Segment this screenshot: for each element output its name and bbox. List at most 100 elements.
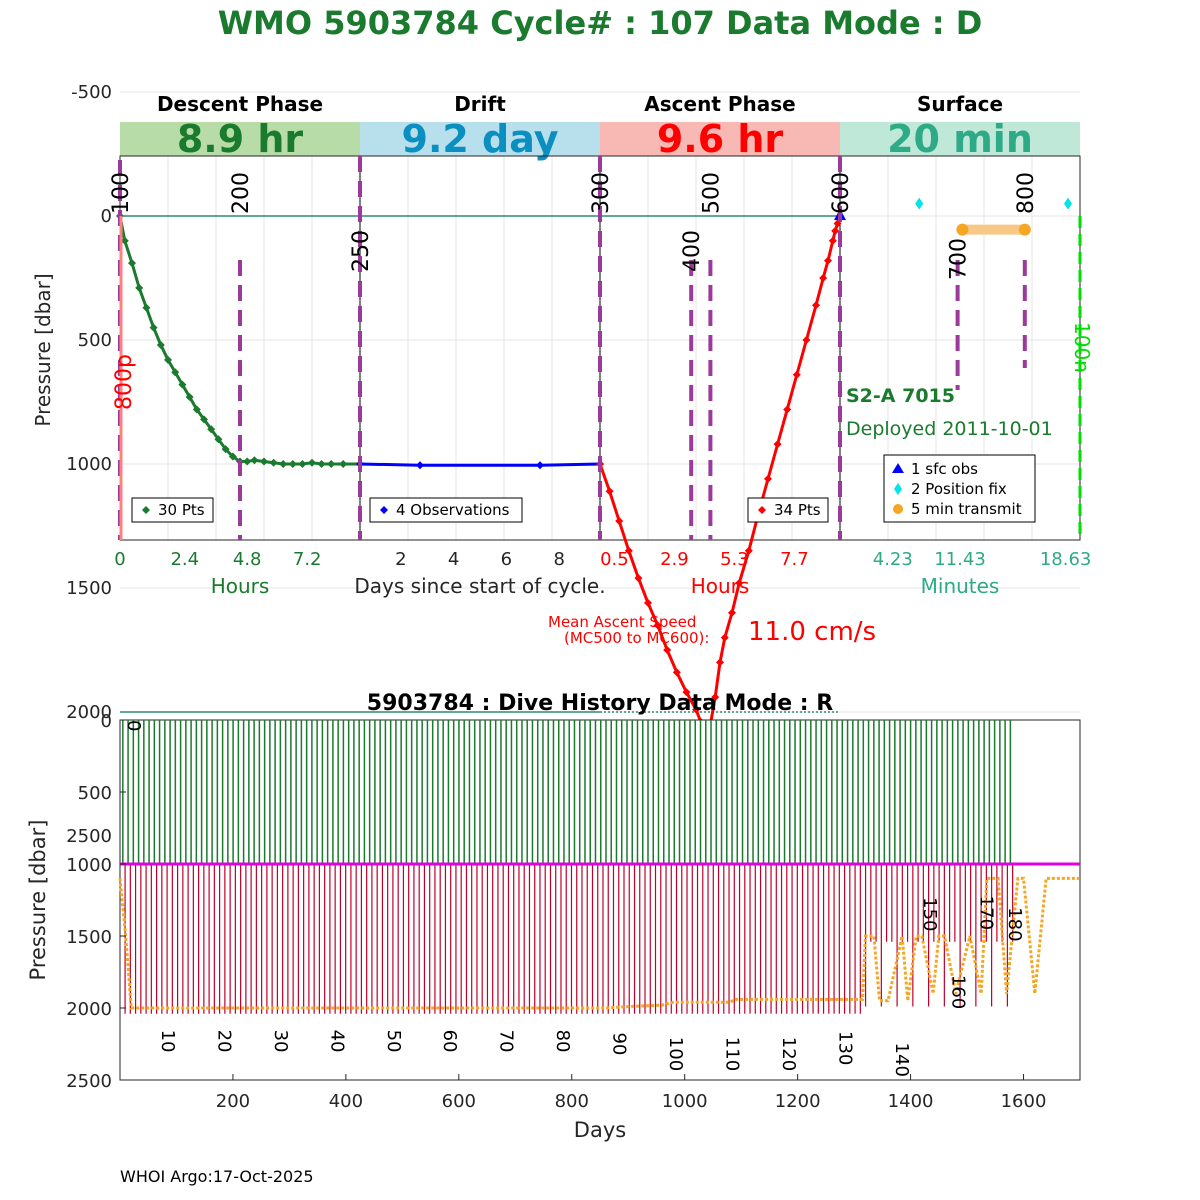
bottom-x-tick: 1600	[1001, 1091, 1047, 1112]
mission-code-label-700: 700	[947, 238, 972, 280]
cycle-label-60: 60	[439, 1030, 460, 1053]
phase-duration-2: 9.6 hr	[657, 117, 784, 161]
data-point-descent	[308, 458, 316, 467]
data-point-ascent	[605, 487, 614, 496]
data-point-descent	[185, 393, 194, 402]
data-point-ascent	[783, 405, 792, 414]
cycle-label-10: 10	[157, 1030, 178, 1053]
x-tick-label-panel1: 2	[395, 549, 406, 570]
cycle-label-110: 110	[722, 1037, 743, 1071]
data-point-descent	[178, 380, 187, 389]
phase-banner-3	[840, 122, 1080, 156]
phase-banner-1	[360, 122, 600, 156]
bottom-y-tick: 2500	[66, 1071, 112, 1092]
dive-history-chart: 5903784 : Dive History Data Mode : R 0 10 2…	[26, 691, 1081, 1142]
data-point-ascent	[653, 621, 662, 630]
mission-code-label-500: 500	[699, 172, 724, 214]
mean-ascent-label-1: Mean Ascent Speed	[548, 613, 696, 631]
data-point-ascent	[735, 579, 744, 588]
data-point-ascent	[682, 688, 691, 697]
y-axis-label: Pressure [dbar]	[31, 273, 55, 426]
data-point-descent	[243, 457, 252, 466]
cycle-label-100: 100	[665, 1037, 686, 1071]
data-point-ascent	[812, 301, 820, 310]
data-point-descent	[260, 457, 268, 466]
mean-ascent-label-2: (MC500 to MC600):	[564, 629, 709, 647]
transmit-marker	[956, 223, 969, 236]
x-axis-label-panel3: Minutes	[921, 574, 1000, 598]
data-point-descent	[120, 236, 129, 245]
phase-title-2: Ascent Phase	[644, 92, 795, 116]
mean-ascent-value: 11.0 cm/s	[748, 617, 876, 647]
surface-legend-label: 2 Position fix	[911, 480, 1007, 498]
phase-duration-3: 20 min	[887, 117, 1033, 161]
x-axis-label-panel1: Days since start of cycle.	[354, 574, 605, 598]
x-tick-label-panel2: 2.9	[660, 549, 689, 570]
data-point-ascent	[634, 574, 643, 583]
x-tick-label-panel1: 4	[448, 549, 459, 570]
data-point-ascent	[624, 546, 633, 555]
y-tick-label: 500	[78, 330, 112, 351]
bottom-x-tick: 1400	[888, 1091, 934, 1112]
cycle-label-170: 170	[976, 896, 997, 930]
x-tick-label-panel2: 0.5	[600, 549, 629, 570]
data-point-descent	[339, 460, 348, 468]
x-tick-label-panel1: 8	[553, 549, 564, 570]
cycle-label-90: 90	[609, 1032, 630, 1055]
cycle-label-140: 140	[891, 1043, 912, 1077]
cycle-label-70: 70	[496, 1030, 517, 1053]
data-point-ascent	[663, 646, 672, 654]
data-point-descent	[171, 368, 180, 377]
data-point-ascent	[773, 440, 782, 449]
data-point-descent	[142, 303, 151, 312]
data-point-ascent	[692, 705, 700, 714]
phase-duration-1: 9.2 day	[402, 117, 559, 161]
figure-title: WMO 5903784 Cycle# : 107 Data Mode : D	[218, 4, 983, 42]
dive-history-title: 5903784 : Dive History Data Mode : R	[367, 691, 833, 716]
data-point-ascent	[672, 668, 681, 677]
data-point-descent	[298, 460, 307, 468]
data-point-ascent	[744, 546, 753, 555]
data-point-drift	[536, 461, 544, 470]
phase-title-3: Surface	[917, 92, 1003, 116]
data-point-drift	[416, 461, 424, 470]
bottom-x-tick: 400	[329, 1091, 363, 1112]
bottom-x-tick: 1000	[662, 1091, 708, 1112]
x-tick-label-panel0: 0	[114, 549, 125, 570]
x-tick-label-panel0: 2.4	[170, 549, 199, 570]
series-line-drift	[359, 462, 601, 467]
data-point-ascent	[644, 598, 652, 607]
phase-duration-0: 8.9 hr	[177, 117, 304, 161]
data-point-descent	[279, 460, 288, 468]
cycle-label-150: 150	[919, 897, 940, 931]
cycle-label-120: 120	[778, 1037, 799, 1071]
data-point-ascent	[720, 633, 729, 642]
data-point-ascent	[716, 658, 724, 667]
legend-descent-text: 30 Pts	[158, 501, 205, 519]
mission-code-label-250: 250	[349, 230, 374, 272]
transmit-marker	[1018, 223, 1031, 236]
data-point-descent	[317, 460, 326, 468]
surface-legend-label: 5 min transmit	[911, 500, 1022, 518]
bottom-x-tick: 600	[442, 1091, 476, 1112]
data-point-descent	[200, 415, 208, 424]
data-point-ascent	[728, 608, 736, 617]
data-point-descent	[288, 460, 297, 468]
legend-descent-marker	[142, 506, 150, 514]
footer-credit: WHOI Argo:17-Oct-2025	[120, 1167, 314, 1186]
legend-drift-marker	[380, 506, 388, 514]
data-point-ascent	[824, 256, 832, 265]
mission-code-label-100: 100	[109, 172, 134, 214]
mission-code-label-400: 400	[680, 230, 705, 272]
surface-legend-marker-triangle	[892, 463, 904, 473]
x-tick-label-panel3: 4.23	[873, 549, 913, 570]
data-point-descent	[228, 452, 237, 461]
data-point-descent	[221, 445, 230, 454]
legend-drift-box	[369, 497, 523, 523]
mission-code-label-300: 300	[589, 172, 614, 214]
y-tick-label: 2000	[66, 702, 112, 723]
side-label-left: 800p	[112, 354, 137, 410]
cycle-label-0: 0	[123, 720, 144, 731]
surface-legend-box	[883, 454, 1036, 523]
